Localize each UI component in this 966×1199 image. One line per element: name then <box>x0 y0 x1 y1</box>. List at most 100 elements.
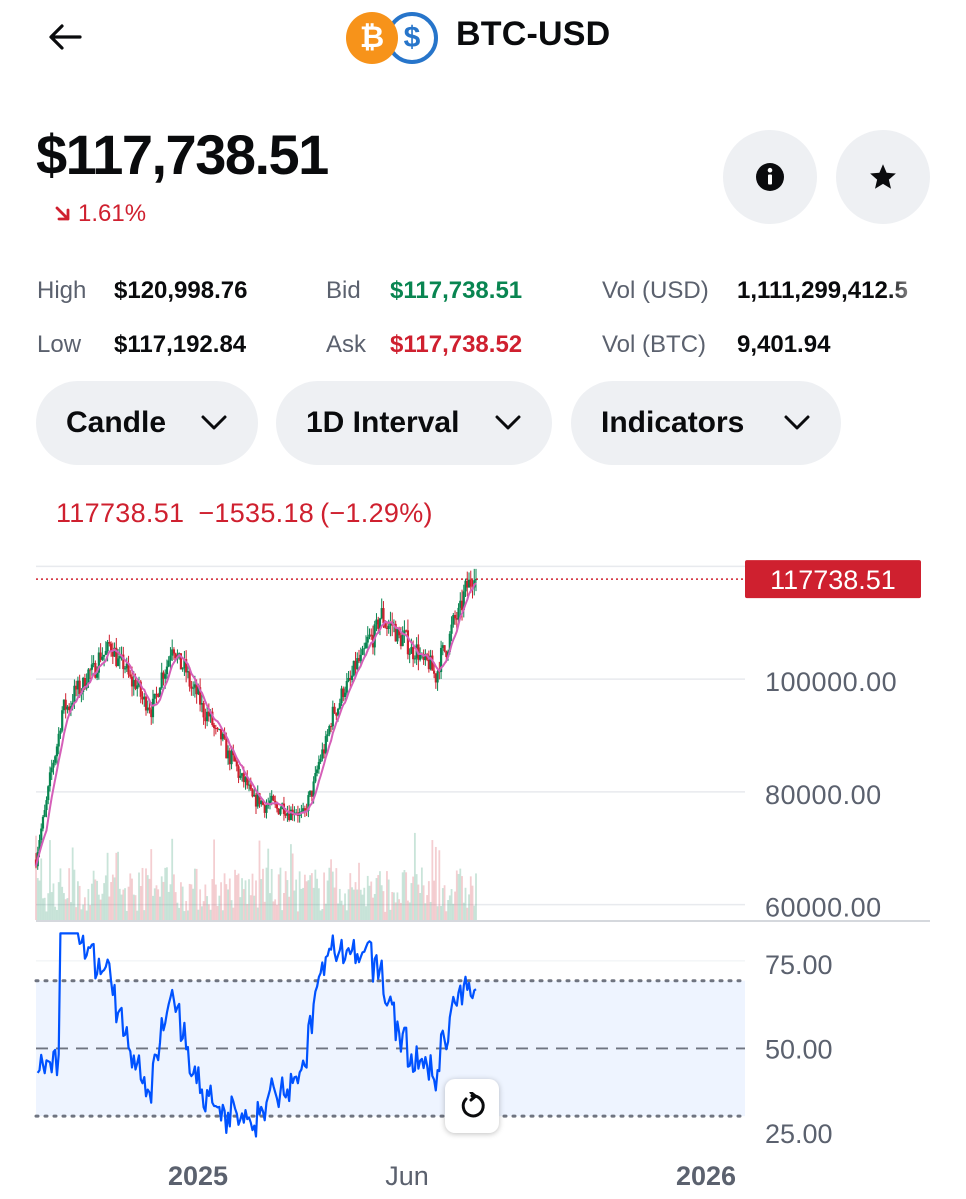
chart-ohlc-header: 117738.51 −1535.18 (−1.29%) <box>56 498 447 529</box>
volume-bar <box>410 883 413 920</box>
volume-bar <box>309 875 312 920</box>
candle-body <box>284 813 287 816</box>
candle-body <box>405 630 408 632</box>
volume-bar <box>166 867 168 920</box>
volume-bar <box>145 868 147 920</box>
last-price-tag-label: 117738.51 <box>770 565 896 595</box>
volume-bar <box>150 849 153 920</box>
candle-body <box>218 728 221 730</box>
candle-body <box>143 696 146 700</box>
arrow-down-right-icon <box>55 206 70 221</box>
price-tick-label: 80000.00 <box>765 780 882 810</box>
volume-bar <box>400 902 402 920</box>
chart-type-label: Candle <box>66 406 167 439</box>
candle-body <box>134 680 137 689</box>
volume-bar <box>104 875 107 920</box>
volume-bar <box>63 893 65 920</box>
candle-body <box>59 730 62 734</box>
candle-body <box>211 711 214 726</box>
indicators-dropdown[interactable]: Indicators <box>571 381 841 465</box>
volume-bar <box>412 876 415 920</box>
price-chart[interactable]: 117738.51 60000.00 80000.00 100000.00 25.0… <box>0 530 966 1199</box>
candle-body <box>106 642 109 651</box>
candle-body <box>158 687 162 697</box>
candle-body <box>469 579 472 587</box>
candle-body <box>338 703 341 709</box>
candle-body <box>239 775 242 778</box>
candle-body <box>279 808 282 815</box>
rsi-tick-label: 75.00 <box>765 950 833 980</box>
volume-bar <box>466 907 469 920</box>
candle-body <box>261 800 265 805</box>
volume-bar <box>143 910 146 920</box>
volume-bar <box>288 896 291 920</box>
volume-bar <box>462 902 465 920</box>
candle-body <box>319 758 322 762</box>
volume-bar <box>297 911 299 920</box>
volume-bar <box>246 904 249 920</box>
volume-bar <box>377 875 380 920</box>
favorite-button[interactable] <box>836 130 930 224</box>
volume-bar <box>164 867 167 920</box>
volume-bar <box>277 874 280 920</box>
chart-type-dropdown[interactable]: Candle <box>36 381 258 465</box>
candle-body <box>219 728 223 740</box>
last-price-line: 117738.51 <box>36 560 921 599</box>
candle-body <box>240 773 244 776</box>
candle-body <box>38 840 41 852</box>
volume-bar <box>77 881 79 920</box>
candle-body <box>195 684 198 695</box>
volume-bar <box>146 875 149 920</box>
volume-bar <box>345 910 348 920</box>
volume-bar <box>363 887 366 920</box>
price-tick-label: 60000.00 <box>765 893 882 923</box>
candle-body <box>401 634 404 647</box>
reset-chart-button[interactable] <box>445 1079 499 1133</box>
volume-bar <box>457 873 460 920</box>
volume-bar <box>447 900 449 920</box>
volume-bar <box>187 910 189 920</box>
candle-body <box>422 653 425 661</box>
volume-bar <box>468 894 470 920</box>
volume-bar <box>281 910 284 920</box>
volume-bar <box>227 889 229 920</box>
candle-body <box>204 717 207 722</box>
candle-body <box>345 680 348 693</box>
back-button[interactable] <box>40 14 90 60</box>
interval-dropdown[interactable]: 1D Interval <box>276 381 552 465</box>
volume-bar <box>372 897 374 920</box>
candle-body <box>329 726 333 728</box>
volume-bar <box>75 907 78 920</box>
candle-body <box>368 634 371 637</box>
candle-body <box>111 650 114 657</box>
candle-body <box>322 749 326 754</box>
candle-body <box>223 733 226 739</box>
candle-body <box>256 793 259 807</box>
volume-bar <box>221 910 224 920</box>
candle-body <box>41 816 45 829</box>
volume-bar <box>101 893 104 920</box>
candle-body <box>342 688 345 697</box>
candle-body <box>97 652 100 673</box>
volume-bar <box>71 847 74 920</box>
bid-value: $117,738.51 <box>390 277 523 304</box>
volume-bar <box>190 884 193 920</box>
volume-bar <box>241 878 243 920</box>
candle-body <box>66 706 69 710</box>
volume-bar <box>92 870 95 920</box>
star-icon <box>870 164 896 189</box>
candle-body <box>439 647 443 672</box>
candle-body <box>90 664 93 670</box>
info-button[interactable] <box>723 130 817 224</box>
volume-bar <box>454 891 456 920</box>
rsi-line <box>36 932 477 1138</box>
candle-body <box>96 672 99 678</box>
price-change-percent: 1.61% <box>78 200 147 227</box>
candle-body <box>157 694 160 697</box>
candle-body <box>275 804 279 809</box>
volume-bar <box>59 868 62 920</box>
price-change: 1.61% <box>54 200 146 228</box>
candle-body <box>109 643 113 651</box>
volume-bar <box>132 894 135 920</box>
volume-bar <box>370 881 373 920</box>
